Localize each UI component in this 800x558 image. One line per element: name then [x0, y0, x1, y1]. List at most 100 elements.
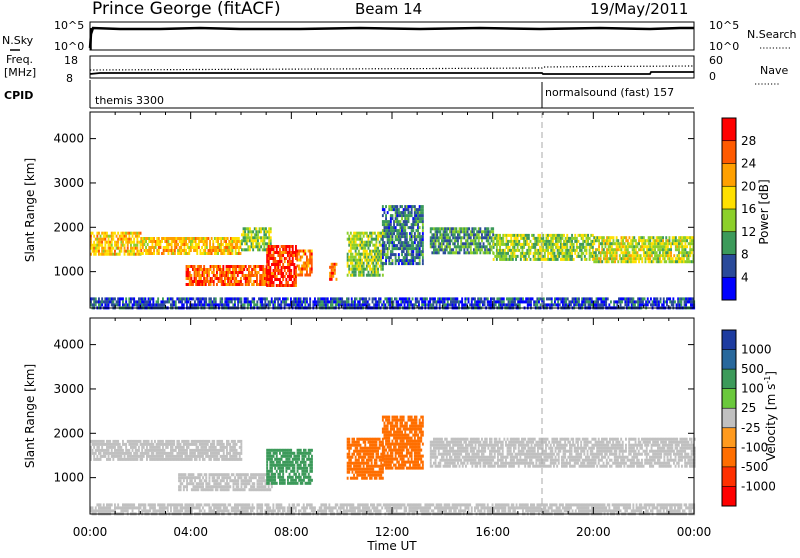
heatmap-cell: [235, 249, 237, 252]
heatmap-cell: [530, 240, 532, 243]
heatmap-cell: [191, 458, 193, 461]
heatmap-cell: [573, 258, 575, 261]
heatmap-cell: [292, 245, 294, 248]
heatmap-cell: [256, 280, 258, 283]
heatmap-cell: [143, 455, 145, 458]
heatmap-cell: [101, 446, 103, 449]
heatmap-cell: [229, 443, 231, 446]
heatmap-cell: [180, 485, 182, 488]
heatmap-cell: [441, 245, 443, 248]
heatmap-cell: [374, 232, 376, 235]
heatmap-cell: [479, 227, 481, 230]
heatmap-cell: [237, 303, 239, 306]
heatmap-cell: [422, 256, 424, 259]
heatmap-cell: [220, 246, 222, 249]
heatmap-cell: [621, 248, 623, 251]
heatmap-cell: [93, 241, 95, 244]
heatmap-cell: [459, 251, 461, 254]
heatmap-cell: [133, 297, 135, 300]
heatmap-cell: [404, 211, 406, 214]
heatmap-cell: [204, 249, 206, 252]
heatmap-cell: [503, 300, 505, 303]
heatmap-cell: [197, 446, 199, 449]
heatmap-cell: [371, 253, 373, 256]
heatmap-cell: [232, 243, 234, 246]
heatmap-cell: [649, 257, 651, 260]
heatmap-cell: [248, 268, 250, 271]
heatmap-cell: [252, 248, 254, 251]
heatmap-cell: [173, 440, 175, 443]
heatmap-cell: [168, 240, 170, 243]
heatmap-cell: [177, 243, 179, 246]
heatmap-cell: [308, 265, 310, 268]
heatmap-cell: [486, 245, 488, 248]
heatmap-cell: [573, 243, 575, 246]
heatmap-cell: [226, 479, 228, 482]
heatmap-cell: [361, 238, 363, 241]
nsky-label: N.Sky: [2, 34, 34, 47]
heatmap-cell: [455, 227, 457, 230]
heatmap-cell: [382, 268, 384, 271]
heatmap-cell: [414, 205, 416, 208]
heatmap-cell: [268, 263, 270, 266]
heatmap-cell: [128, 449, 130, 452]
heatmap-cell: [133, 250, 135, 253]
heatmap-cell: [119, 303, 121, 306]
heatmap-cell: [512, 258, 514, 261]
heatmap-cell: [138, 449, 140, 452]
heatmap-cell: [686, 239, 688, 242]
heatmap-cell: [128, 303, 130, 306]
heatmap-cell: [204, 458, 206, 461]
heatmap-cell: [672, 257, 674, 260]
heatmap-cell: [260, 245, 262, 248]
heatmap-cell: [213, 271, 215, 274]
heatmap-cell: [382, 214, 384, 217]
heatmap-cell: [195, 277, 197, 280]
heatmap-cell: [565, 300, 567, 303]
heatmap-cell: [492, 233, 494, 236]
heatmap-cell: [461, 297, 463, 300]
heatmap-cell: [404, 229, 406, 232]
heatmap-cell: [95, 452, 97, 455]
heatmap-cell: [547, 255, 549, 258]
heatmap-cell: [200, 265, 202, 268]
heatmap-cell: [268, 233, 270, 236]
heatmap-cell: [304, 303, 306, 306]
heatmap-cell: [190, 249, 192, 252]
heatmap-cell: [295, 269, 297, 272]
heatmap-cell: [438, 239, 440, 242]
heatmap-cell: [158, 249, 160, 252]
heatmap-cell: [635, 260, 637, 263]
heatmap-cell: [279, 263, 281, 266]
heatmap-cell: [248, 283, 250, 286]
heatmap-cell: [108, 449, 110, 452]
heatmap-cell: [351, 297, 353, 300]
heatmap-cell: [584, 303, 586, 306]
heatmap-cell: [664, 257, 666, 260]
heatmap-cell: [215, 297, 217, 300]
heatmap-cell: [285, 278, 287, 281]
heatmap-cell: [229, 268, 231, 271]
heatmap-cell: [111, 449, 113, 452]
heatmap-cell: [406, 256, 408, 259]
heatmap-cell: [191, 479, 193, 482]
heatmap-cell: [417, 229, 419, 232]
freq-label: Freq.: [6, 53, 33, 66]
heatmap-cell: [111, 241, 113, 244]
heatmap-cell: [103, 440, 105, 443]
heatmap-cell: [152, 297, 154, 300]
heatmap-cell: [411, 214, 413, 217]
heatmap-cell: [153, 237, 155, 240]
heatmap-cell: [136, 443, 138, 446]
heatmap-cell: [379, 241, 381, 244]
heatmap-cell: [180, 246, 182, 249]
heatmap-cell: [558, 255, 560, 258]
heatmap-cell: [601, 260, 603, 263]
heatmap-cell: [306, 256, 308, 259]
heatmap-cell: [380, 300, 382, 303]
heatmap-cell: [395, 262, 397, 265]
heatmap-cell: [672, 303, 674, 306]
heatmap-cell: [289, 257, 291, 260]
heatmap-cell: [439, 303, 441, 306]
heatmap-cell: [104, 238, 106, 241]
